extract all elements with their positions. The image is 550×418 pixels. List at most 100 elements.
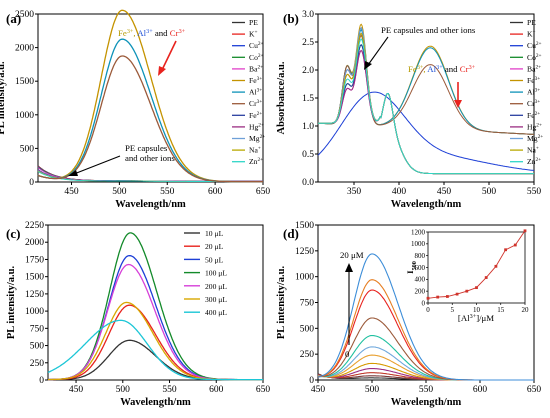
panel-b-arrow-shaft [367, 36, 389, 66]
panel-b-legend-label: Cr3+ [527, 99, 540, 108]
panel-d-inset-point [465, 289, 469, 293]
panel-c-plot-frame [47, 224, 264, 381]
panel-a-xtick-label: 650 [256, 187, 271, 197]
panel-d-inset-frame [427, 231, 526, 304]
panel-a-legend-label: Fe2+ [249, 111, 262, 120]
panel-d-ytick-label: 250 [300, 350, 315, 360]
panel-a-legend-label: Co2+ [249, 53, 264, 62]
panel-a-legend-label: K+ [249, 30, 257, 39]
panel-d-ytick-label: 1500 [295, 221, 314, 231]
panel-d-inset-point [484, 276, 488, 279]
panel-d-inset-point [446, 295, 449, 298]
panel-d-inset-point [504, 248, 507, 252]
panel-c-legend-label: 100 μL [205, 269, 227, 278]
panel-d-inset-ytick-label: 200 [415, 288, 426, 296]
panel-d-ytick-label: 750 [300, 299, 315, 309]
panel-d-x-axis-title: Wavelength/nm [391, 397, 462, 408]
panel-d-xtick-label: 600 [473, 385, 488, 395]
panel-a-ytick-label: 2500 [15, 10, 34, 20]
panel-c-series-line [48, 254, 263, 381]
panel-d-xtick-label: 450 [311, 385, 326, 395]
panel-a-ytick-label: 0 [29, 178, 34, 188]
panel-a-series-line [37, 55, 263, 183]
panel-a-ytick-label: 1000 [15, 111, 34, 121]
panel-d-series-line [317, 317, 534, 381]
panel-d-inset-point [523, 229, 527, 233]
panel-c-ytick-label: 1000 [25, 307, 44, 317]
panel-d-inset-point [513, 243, 517, 247]
panel-b-y-axis-title: Absorbance/a.u. [276, 61, 287, 134]
panel-b-series-line [318, 32, 534, 175]
panel-b-xtick-label: 450 [437, 187, 452, 197]
panel-c-ytick-label: 1500 [25, 273, 44, 283]
panel-d-ytick-label: 0 [309, 376, 314, 386]
panel-c-xtick-label: 600 [209, 385, 224, 395]
panel-a-legend-label: Zn2+ [249, 157, 263, 166]
panel-c-ytick-label: 500 [30, 342, 45, 352]
panel-d-series-line [318, 289, 534, 381]
panel-d-inset-ytick-label: 0 [422, 299, 426, 307]
panel-d-xtick-label: 500 [365, 385, 380, 395]
panel-b-legend-label: Hg2+ [527, 122, 542, 131]
panel-d-inset-point [436, 295, 440, 299]
panel-d-inset-ytick-label: 600 [415, 264, 426, 272]
panel-c-xtick-label: 550 [162, 385, 177, 395]
panel-a-legend-label: Cu2+ [249, 41, 264, 50]
panel-b-ytick-label: 1.0 [302, 122, 314, 132]
panel-b-series-line [318, 38, 534, 175]
panel-b-x-axis-title: Wavelength/nm [391, 199, 462, 210]
panel-b-legend-label: Fe2+ [527, 111, 540, 120]
panel-a-ytick-label: 2000 [15, 44, 34, 54]
panel-c-ytick-label: 0 [39, 376, 44, 386]
panel-b-series-line [318, 32, 534, 175]
panel-c-ytick-label: 2000 [25, 238, 44, 248]
panel-b-ytick-label: 0.5 [302, 150, 314, 160]
panel-a-ytick-label: 500 [20, 144, 35, 154]
panel-b-legend-label: PE [527, 18, 536, 27]
panel-c-legend-label: 400 μL [205, 308, 227, 317]
panel-d-inset-xtick-label: 10 [473, 306, 481, 314]
panel-b-arrow-head [364, 61, 372, 70]
panel-d-xtick-label: 550 [419, 385, 434, 395]
panel-c-ytick-label: 250 [30, 359, 45, 369]
panel-a-x-axis-title: Wavelength/nm [115, 199, 186, 210]
panel-b-plot-frame [317, 13, 535, 183]
panel-a-trivalent-note: Fe3+, Al3+ and Cr3+ [118, 28, 186, 38]
panel-b-xtick-label: 550 [527, 187, 542, 197]
panel-c-legend-label: 50 μL [205, 255, 224, 264]
panel-a-label: (a) [6, 11, 21, 26]
panel-d-inset-x-title: [Al3+]/μM [458, 313, 494, 323]
panel-d-inset-ytick-label: 1000 [411, 240, 426, 248]
panel-d-series-line [317, 253, 534, 381]
panel-a-arrow-shaft [73, 155, 121, 175]
panel-c-x-axis-title: Wavelength/nm [120, 397, 191, 408]
panel-a-legend-label: Fe3+ [249, 76, 262, 85]
panel-c-ytick-label: 1250 [25, 290, 44, 300]
panel-b-trivalent-note: Fe3+, Al3+ and Cr3+ [408, 64, 476, 74]
panel-b-xtick-label: 400 [392, 187, 407, 197]
panel-c-legend-label: 20 μL [205, 242, 224, 251]
panel-c-xtick-label: 500 [116, 385, 131, 395]
panel-a-xtick-label: 500 [112, 187, 127, 197]
panel-a-capsules-note-2: and other ions [125, 153, 175, 163]
panel-d-ytick-label: 500 [300, 324, 315, 334]
panel-a-legend-label: Mg2+ [249, 134, 265, 143]
panel-a-plot-frame [37, 13, 264, 183]
panel-b-legend-label: Ba2+ [527, 64, 541, 73]
panel-c-ytick-label: 1750 [25, 255, 44, 265]
panel-b-legend-label: Mg2+ [527, 134, 543, 143]
panel-a-legend-label: Na+ [249, 146, 261, 155]
panel-d-ytick-label: 1000 [295, 273, 314, 283]
panel-a-red-arrow-head [158, 66, 166, 76]
panel-a-legend-label: Cr3+ [249, 99, 262, 108]
panel-c-legend-label: 10 μL [205, 229, 224, 238]
panel-d-inset-ytick-label: 400 [415, 276, 426, 284]
panel-a-legend-label: Al3+ [249, 88, 262, 97]
panel-b-capsules-note: PE capsules and other ions [381, 25, 476, 35]
panel-b-ytick-label: 0.0 [302, 178, 314, 188]
panel-c-label: (c) [6, 226, 20, 241]
panel-c-xtick-label: 450 [69, 385, 84, 395]
panel-c-xtick-label: 650 [256, 385, 271, 395]
panel-b-legend-label: Co2+ [527, 53, 542, 62]
